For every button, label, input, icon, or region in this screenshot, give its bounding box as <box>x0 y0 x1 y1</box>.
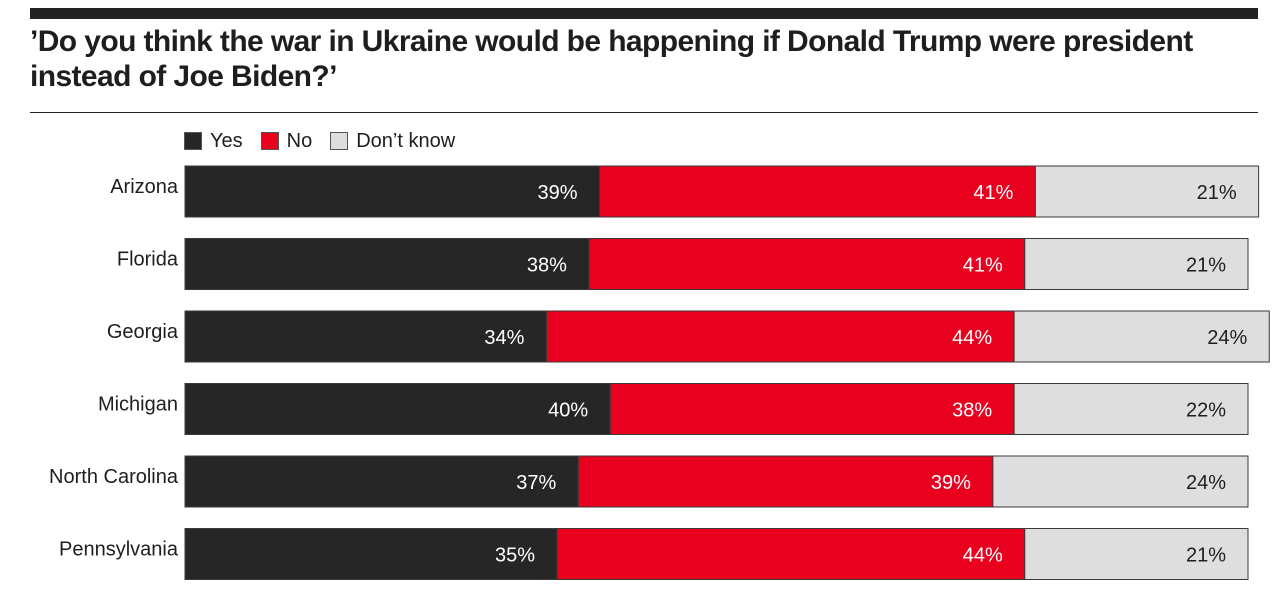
legend-label-dont-know: Don’t know <box>356 129 456 152</box>
legend-item-yes: Yes <box>184 130 243 153</box>
data-label-no: 44% <box>963 545 1003 567</box>
bar-segment-no <box>556 528 1026 580</box>
bar-row-georgia: Georgia 34% 44% 24% <box>107 310 1270 363</box>
bar-segment-no <box>609 383 1015 435</box>
bar-segment-yes <box>184 165 601 218</box>
legend-item-no: No <box>260 129 313 153</box>
bar-row-pennsylvania: Pennsylvania 35% 44% 21% <box>59 528 1249 580</box>
legend-swatch-dont-know <box>330 132 349 150</box>
category-label: North Carolina <box>49 466 179 488</box>
legend-label-no: No <box>286 129 313 152</box>
data-label-yes: 38% <box>527 255 567 277</box>
bar-segment-yes <box>184 238 590 290</box>
bar-segment-don-t-know <box>992 455 1249 508</box>
data-label-no: 41% <box>963 255 1003 277</box>
top-rule <box>30 8 1258 19</box>
chart-title: ’Do you think the war in Ukraine would b… <box>30 25 1193 93</box>
bar-segment-yes <box>184 310 547 363</box>
data-label-don-t-know: 22% <box>1186 400 1226 422</box>
legend-swatch-yes <box>184 132 202 150</box>
data-label-no: 44% <box>952 327 992 349</box>
data-label-no: 38% <box>952 400 992 422</box>
bar-segment-don-t-know <box>1013 310 1270 363</box>
bar-row-michigan: Michigan 40% 38% 22% <box>98 383 1249 435</box>
legend-item-dont-know: Don’t know <box>330 130 455 153</box>
category-label: Arizona <box>110 176 179 198</box>
bar-segment-no <box>577 455 994 508</box>
data-label-yes: 34% <box>484 327 524 349</box>
data-label-don-t-know: 21% <box>1186 255 1226 277</box>
data-label-yes: 37% <box>516 472 556 494</box>
bar-segment-don-t-know <box>1034 165 1260 218</box>
category-label: Georgia <box>107 321 179 343</box>
bar-segment-no <box>545 310 1015 363</box>
bar-row-north-carolina: North Carolina 37% 39% 24% <box>49 455 1249 508</box>
bar-segment-yes <box>184 528 558 580</box>
bar-segment-yes <box>184 383 611 435</box>
bar-segment-yes <box>184 455 579 508</box>
bar-segment-no <box>599 165 1036 218</box>
title-divider <box>30 112 1258 113</box>
legend-label-yes: Yes <box>210 129 243 152</box>
data-label-yes: 35% <box>495 545 535 567</box>
data-label-don-t-know: 24% <box>1186 472 1226 494</box>
bar-segment-no <box>588 238 1026 290</box>
category-label: Florida <box>117 249 179 271</box>
bar-segment-don-t-know <box>1024 528 1249 580</box>
bar-row-florida: Florida 38% 41% 21% <box>117 238 1249 290</box>
data-label-no: 41% <box>973 182 1013 204</box>
data-label-don-t-know: 21% <box>1197 182 1237 204</box>
data-label-yes: 39% <box>538 182 578 204</box>
category-label: Pennsylvania <box>59 539 179 561</box>
legend-swatch-no <box>260 132 279 150</box>
data-label-yes: 40% <box>548 400 588 422</box>
bar-segment-don-t-know <box>1013 383 1249 435</box>
data-label-don-t-know: 21% <box>1186 545 1226 567</box>
category-label: Michigan <box>98 394 178 416</box>
legend: Yes No Don’t know <box>184 128 473 154</box>
data-label-don-t-know: 24% <box>1207 327 1247 349</box>
data-label-no: 39% <box>931 472 971 494</box>
bar-segment-don-t-know <box>1024 238 1249 290</box>
bar-row-arizona: Arizona 39% 41% 21% <box>110 165 1260 218</box>
